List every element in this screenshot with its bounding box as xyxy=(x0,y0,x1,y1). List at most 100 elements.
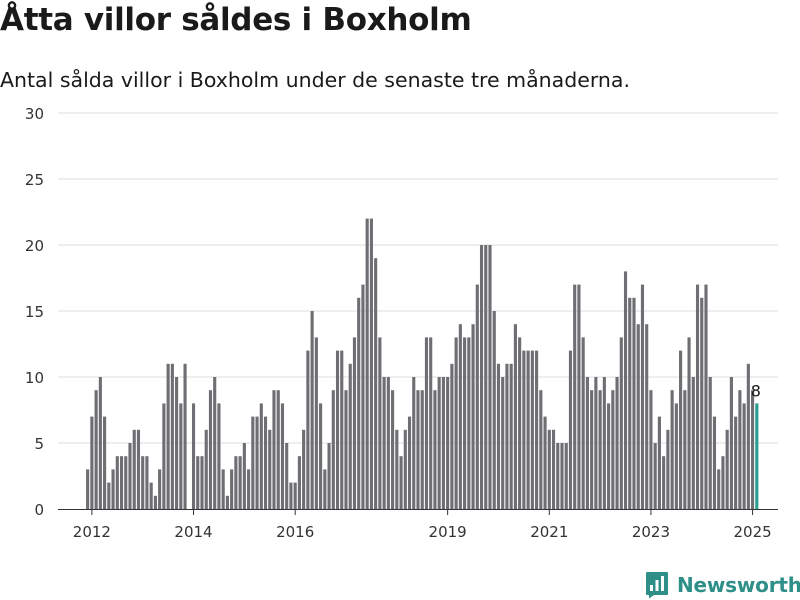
bar xyxy=(386,377,390,509)
y-axis: 0 5 10 15 20 25 30 xyxy=(25,105,44,519)
x-tick-label: 2016 xyxy=(276,523,314,541)
bar xyxy=(314,337,318,509)
bar xyxy=(327,443,331,509)
bar xyxy=(535,350,539,509)
bar xyxy=(539,390,543,509)
x-tick-label: 2023 xyxy=(632,523,670,541)
bar xyxy=(573,284,577,509)
bar xyxy=(746,363,750,509)
bar xyxy=(467,337,471,509)
bar xyxy=(247,469,251,509)
bar xyxy=(191,403,196,509)
bar xyxy=(204,429,208,509)
bar xyxy=(132,429,136,509)
bar xyxy=(115,456,119,509)
bar xyxy=(522,350,526,509)
bar xyxy=(128,443,132,509)
bar xyxy=(208,390,213,509)
bar xyxy=(412,377,416,509)
bar xyxy=(645,324,649,509)
bar xyxy=(263,416,268,509)
bar xyxy=(340,350,344,509)
bar xyxy=(708,377,712,509)
bar xyxy=(674,403,678,509)
bar xyxy=(234,456,238,509)
bar xyxy=(657,416,661,509)
bar xyxy=(729,377,733,509)
bar xyxy=(98,377,102,509)
newsworthy-chart-logo-icon xyxy=(646,572,668,599)
bar xyxy=(166,363,170,509)
bar xyxy=(111,469,115,509)
bar xyxy=(700,297,704,509)
bar xyxy=(297,456,301,509)
bar xyxy=(712,416,717,509)
bar xyxy=(649,390,653,509)
bar xyxy=(441,377,445,509)
bar xyxy=(751,390,755,509)
bar xyxy=(382,377,386,509)
bar xyxy=(581,337,585,509)
bar xyxy=(420,390,424,509)
bar xyxy=(175,377,179,509)
bar xyxy=(551,429,556,509)
bar xyxy=(352,337,357,509)
bar xyxy=(734,416,738,509)
bar xyxy=(615,377,619,509)
bar xyxy=(492,311,496,509)
bar xyxy=(293,482,297,509)
bar xyxy=(526,350,530,509)
chart-title: Åtta villor såldes i Boxholm xyxy=(0,2,472,38)
bar xyxy=(742,403,746,509)
bar xyxy=(416,390,420,509)
bar xyxy=(662,456,666,509)
bar xyxy=(721,456,725,509)
bar xyxy=(259,403,263,509)
bar xyxy=(670,390,674,509)
bar xyxy=(437,377,441,509)
bar xyxy=(488,245,492,509)
bar xyxy=(344,390,348,509)
bar xyxy=(335,350,340,509)
bar xyxy=(399,456,403,509)
bar xyxy=(213,377,217,509)
y-tick-label: 5 xyxy=(34,435,44,453)
bar xyxy=(636,324,640,509)
bar xyxy=(471,324,475,509)
bar xyxy=(179,403,183,509)
bar xyxy=(585,377,589,509)
bar xyxy=(450,363,454,509)
bar xyxy=(255,416,259,509)
bar xyxy=(403,429,407,509)
bar xyxy=(145,456,149,509)
bar xyxy=(429,337,433,509)
newsworthy-brand: Newsworthy xyxy=(645,570,800,600)
x-tick-label: 2025 xyxy=(733,523,771,541)
bar xyxy=(695,284,700,509)
bar xyxy=(230,469,234,509)
chart-subtitle: Antal sålda villor i Boxholm under de se… xyxy=(0,68,630,92)
bar xyxy=(251,416,255,509)
bar xyxy=(619,337,623,509)
y-tick-label: 30 xyxy=(25,105,44,123)
bar xyxy=(107,482,111,509)
annotations: 8 xyxy=(751,381,761,400)
y-tick-label: 0 xyxy=(34,501,44,519)
bar xyxy=(454,337,458,509)
bar xyxy=(505,363,509,509)
bar xyxy=(225,495,229,509)
bar xyxy=(717,469,721,509)
bar xyxy=(221,469,225,509)
bar-highlight xyxy=(755,403,759,509)
x-tick-label: 2014 xyxy=(174,523,212,541)
bar xyxy=(407,416,412,509)
bar xyxy=(704,284,708,509)
bar xyxy=(272,390,276,509)
bar xyxy=(285,443,289,509)
bar xyxy=(119,456,124,509)
bar xyxy=(683,390,687,509)
bar xyxy=(679,350,683,509)
bar xyxy=(687,337,691,509)
y-tick-label: 15 xyxy=(25,303,44,321)
